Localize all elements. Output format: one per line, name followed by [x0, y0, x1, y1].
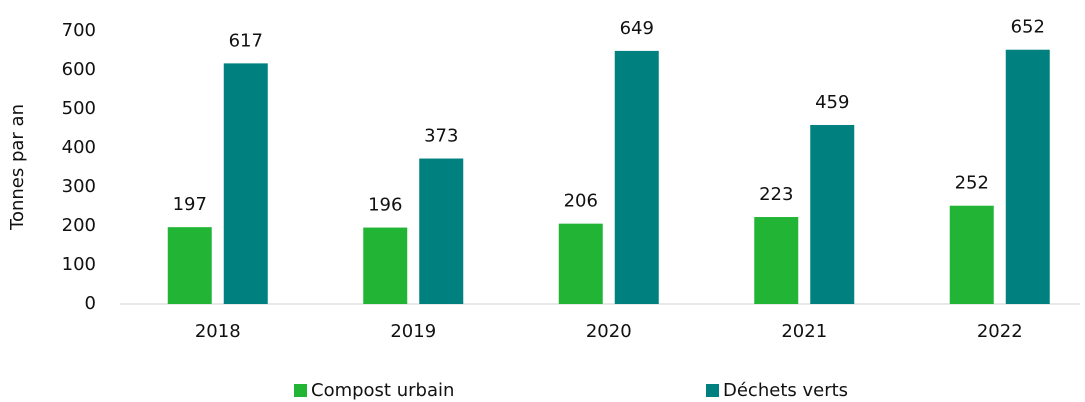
bar	[614, 50, 659, 304]
bar	[223, 63, 268, 305]
x-tick-label: 2022	[977, 321, 1023, 342]
data-label: 252	[955, 173, 989, 194]
data-label: 617	[229, 30, 263, 51]
bar	[558, 223, 603, 304]
bar	[167, 227, 212, 304]
data-label: 652	[1011, 17, 1045, 38]
legend-label: Déchets verts	[723, 380, 848, 401]
data-label: 459	[815, 92, 849, 113]
x-tick-label: 2021	[781, 321, 827, 342]
x-tick-label: 2019	[390, 321, 436, 342]
y-tick-label: 0	[85, 293, 96, 314]
legend-swatch	[294, 384, 307, 397]
bar	[419, 158, 464, 304]
data-label: 197	[173, 194, 207, 215]
bar	[949, 205, 994, 304]
y-tick-label: 100	[62, 254, 96, 275]
data-label: 206	[564, 191, 598, 212]
y-axis-label: Tonnes par an	[7, 104, 28, 231]
bar	[1005, 49, 1050, 304]
y-tick-label: 700	[62, 20, 96, 41]
bar	[754, 217, 799, 304]
y-tick-label: 400	[62, 137, 96, 158]
data-label: 223	[759, 184, 793, 205]
x-tick-label: 2020	[586, 321, 632, 342]
y-tick-label: 500	[62, 98, 96, 119]
y-tick-label: 300	[62, 176, 96, 197]
data-label: 649	[620, 18, 654, 39]
x-tick-label: 2018	[195, 321, 241, 342]
bar	[810, 124, 855, 305]
y-tick-label: 600	[62, 59, 96, 80]
legend-label: Compost urbain	[311, 380, 454, 401]
y-tick-label: 200	[62, 215, 96, 236]
data-label: 373	[424, 126, 458, 147]
legend-swatch	[706, 384, 719, 397]
data-label: 196	[368, 195, 402, 216]
bar	[363, 227, 408, 304]
